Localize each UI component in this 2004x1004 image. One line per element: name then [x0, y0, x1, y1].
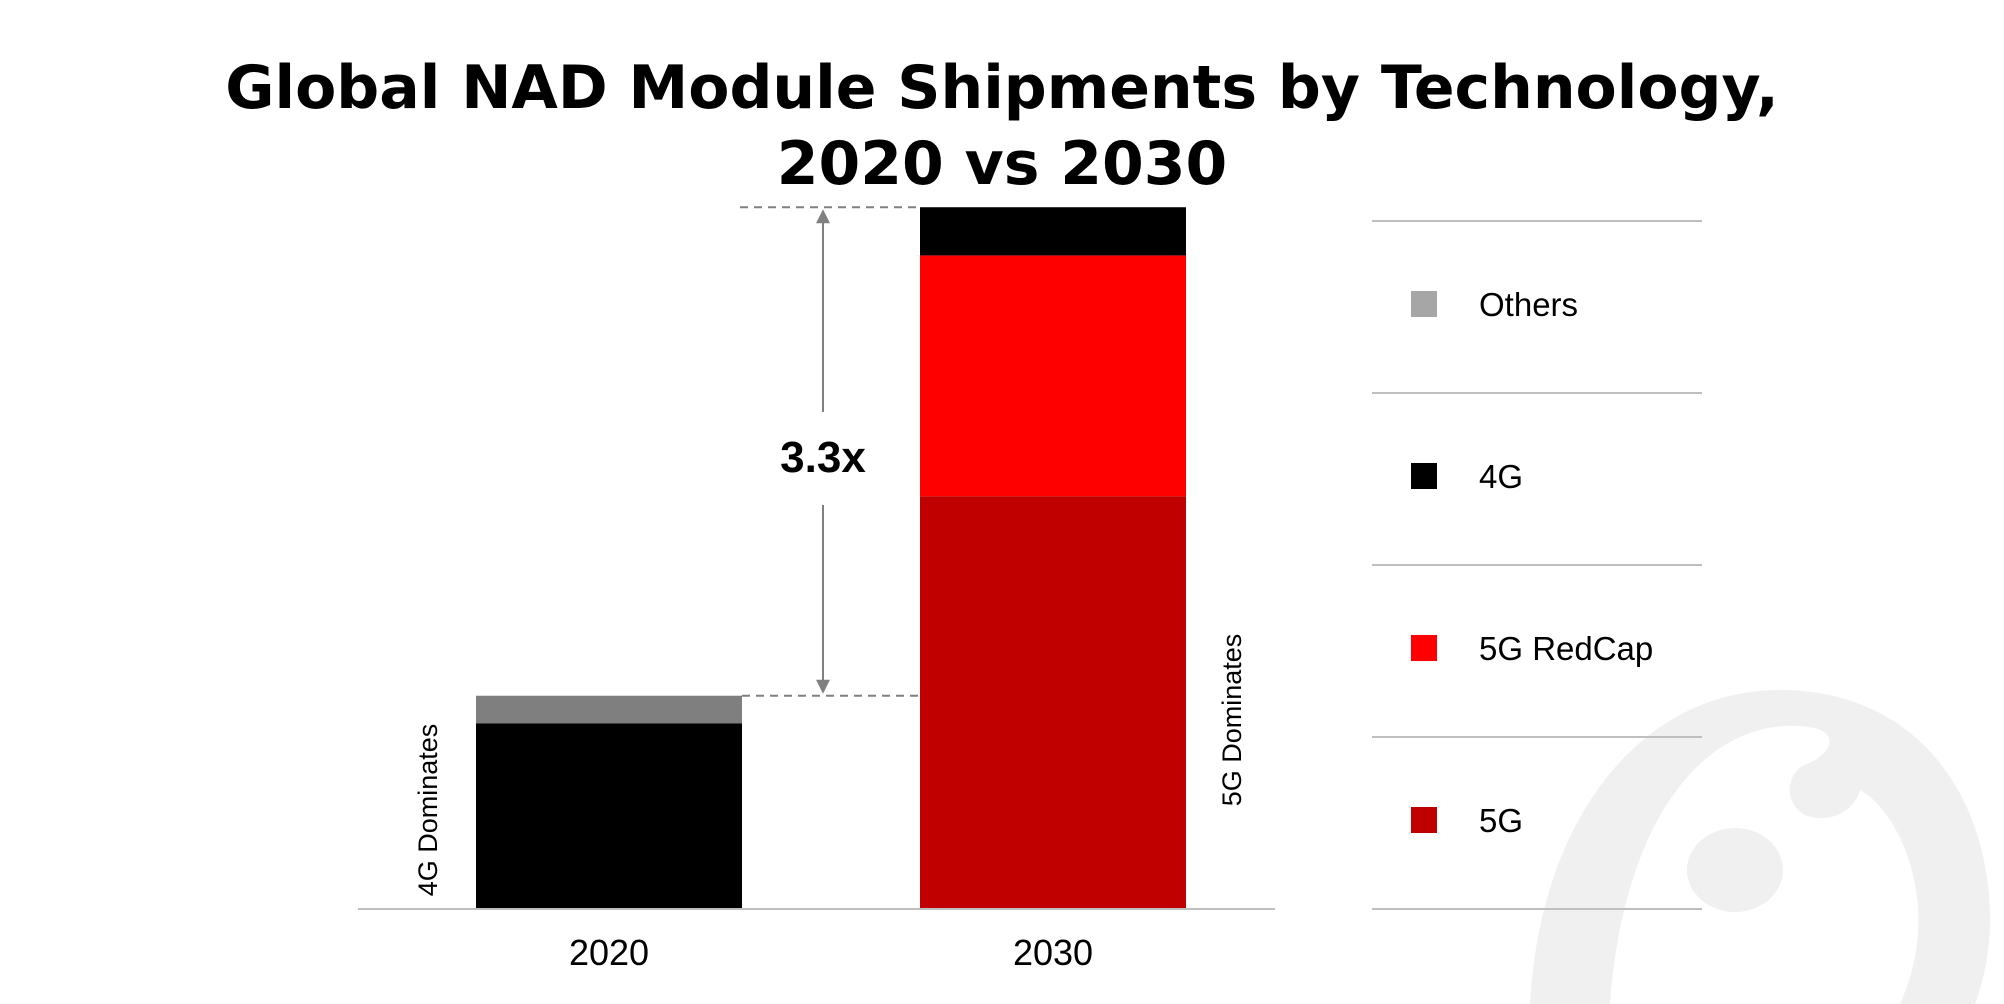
bars-layer	[476, 207, 1186, 909]
axis-layer: 2020 2030	[358, 908, 1275, 973]
legend-swatch-5g-redcap	[1411, 635, 1437, 661]
legend-label-5g: 5G	[1479, 802, 1523, 839]
chart-title: Global NAD Module Shipments by Technolog…	[0, 50, 2004, 202]
legend-swatch-others	[1411, 291, 1437, 317]
bar-annotation-2030: 5G Dominates	[1217, 634, 1247, 807]
bar-2020-4g	[476, 723, 742, 909]
legend-swatch-4g	[1411, 463, 1437, 489]
arrow-head-up	[816, 209, 830, 224]
growth-multiplier-label: 3.3x	[780, 433, 866, 482]
bar-2030-4g	[920, 207, 1186, 256]
x-tick-label-2020: 2020	[569, 932, 649, 973]
x-tick-label-2030: 2030	[1013, 932, 1093, 973]
chart-title-line1: Global NAD Module Shipments by Technolog…	[225, 53, 1779, 123]
bar-2020-others	[476, 695, 742, 724]
bar-annotation-2020: 4G Dominates	[413, 724, 443, 897]
bar-2030-5g	[920, 496, 1186, 909]
annotation-layer: 3.3x 4G Dominates 5G Dominates	[413, 206, 1247, 897]
watermark-logo	[1530, 690, 1990, 1004]
legend-label-4g: 4G	[1479, 458, 1523, 495]
legend-label-others: Others	[1479, 286, 1578, 323]
chart-title-line2: 2020 vs 2030	[776, 129, 1228, 199]
bar-2030-5g-redcap	[920, 255, 1186, 497]
legend-label-5g-redcap: 5G RedCap	[1479, 630, 1653, 667]
legend-swatch-5g	[1411, 807, 1437, 833]
arrow-head-down	[816, 679, 830, 694]
legend: Others 4G 5G RedCap 5G	[1372, 220, 1702, 910]
